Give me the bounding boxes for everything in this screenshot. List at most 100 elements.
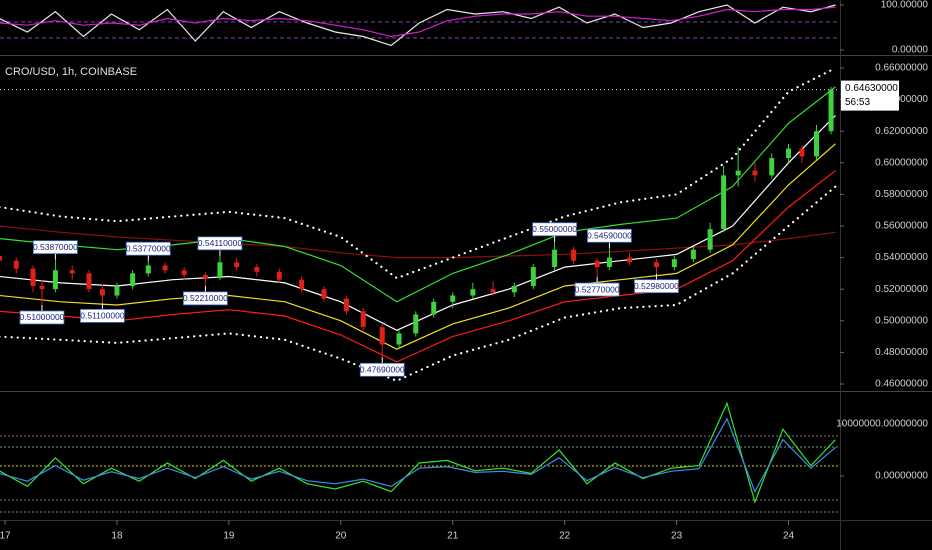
- annotation-box: [125, 241, 171, 256]
- candle-body: [735, 170, 741, 176]
- x-tick-label: 17: [0, 531, 11, 542]
- annotation-box: [587, 228, 632, 243]
- candle-body: [0, 256, 2, 261]
- candle-body: [470, 289, 476, 296]
- candle-body: [162, 265, 168, 271]
- annotation-label: 0.51000000: [20, 312, 65, 322]
- band-line: [0, 66, 837, 280]
- annotation-box: [80, 309, 125, 323]
- candle-body: [690, 249, 696, 260]
- chart-title: CRO/USD, 1h, COINBASE: [5, 66, 137, 78]
- series-line: [0, 4, 836, 47]
- annotation-label: 0.53870000: [33, 242, 78, 252]
- candle-body: [786, 148, 792, 159]
- band-line: [0, 170, 836, 363]
- y-tick-label: 0.50000000: [875, 315, 928, 326]
- candle-body: [769, 158, 775, 176]
- series-line: [0, 401, 836, 504]
- candle-body: [30, 268, 36, 287]
- candle-body: [450, 295, 456, 302]
- annotation-box: [19, 310, 65, 325]
- annotation-box: [574, 282, 620, 297]
- candle-body: [571, 249, 577, 261]
- annotation-label: 0.55000000: [532, 224, 577, 234]
- annotation-box: [532, 222, 577, 237]
- candle-body: [343, 298, 349, 312]
- candle-body: [606, 257, 612, 268]
- annotation-label: 0.52210000: [183, 293, 228, 303]
- candle-body: [234, 262, 240, 268]
- candle-body: [145, 265, 151, 274]
- last-price-label: 0.64630000: [845, 83, 898, 94]
- candle-body: [653, 262, 659, 268]
- band-line: [0, 185, 837, 382]
- candle-body: [276, 271, 282, 280]
- annotation-box: [197, 236, 243, 251]
- candle-body: [379, 327, 385, 345]
- x-tick-label: 23: [671, 531, 683, 542]
- y-tick-label: 0.52000000: [875, 284, 928, 295]
- band-line: [0, 86, 836, 303]
- countdown: 56:53: [845, 97, 870, 108]
- annotation-label: 0.47690000: [360, 365, 405, 375]
- x-tick-label: 22: [559, 531, 571, 542]
- y-tick-label: 0.62000000: [875, 126, 928, 137]
- y-tick-label: 0.60000000: [875, 157, 928, 168]
- candle-body: [396, 333, 402, 345]
- candle-body: [217, 262, 223, 279]
- x-tick-label: 24: [783, 531, 795, 542]
- annotation-box: [359, 362, 405, 377]
- candle-body: [627, 257, 633, 263]
- y-tick-label: 0.66000000: [875, 63, 928, 74]
- candle-body: [431, 301, 437, 315]
- x-tick-label: 19: [223, 531, 235, 542]
- y-tick-label: 0.00000: [892, 45, 929, 56]
- candle-body: [254, 267, 260, 272]
- candle-body: [799, 148, 805, 157]
- x-tick-label: 18: [111, 531, 123, 542]
- candle-body: [114, 286, 120, 296]
- band-line: [0, 143, 836, 350]
- candle-body: [530, 267, 536, 287]
- series-line: [0, 6, 836, 38]
- y-tick-label: 100.00000: [881, 0, 929, 11]
- annotation-label: 0.52980000: [634, 281, 679, 291]
- candle-body: [707, 229, 713, 250]
- annotation-label: 0.52770000: [575, 284, 620, 294]
- candle-body: [511, 286, 517, 293]
- candle-body: [321, 289, 327, 299]
- y-tick-label: 0.46000000: [875, 379, 928, 390]
- candle-body: [39, 286, 45, 290]
- candle-body: [594, 260, 600, 268]
- candle-body: [86, 273, 92, 290]
- y-tick-label: 0.00000000: [875, 471, 928, 482]
- candle-body: [181, 270, 187, 275]
- annotation-box: [33, 240, 78, 255]
- candle-body: [130, 273, 136, 287]
- annotation-label: 0.51100000: [80, 311, 125, 321]
- annotation-label: 0.54590000: [587, 231, 632, 241]
- annotation-box: [182, 291, 228, 306]
- annotation-box: [634, 279, 679, 294]
- y-tick-label: 0.56000000: [875, 221, 928, 232]
- candle-body: [202, 274, 208, 279]
- x-tick-label: 21: [447, 531, 459, 542]
- x-tick-label: 20: [335, 531, 347, 542]
- y-tick-label: 0.48000000: [875, 347, 928, 358]
- y-tick-label: 0.64000000: [875, 94, 928, 105]
- candle-body: [413, 314, 419, 334]
- candle-body: [552, 249, 558, 268]
- candle-body: [299, 279, 305, 290]
- band-line: [0, 114, 836, 331]
- candle-body: [13, 260, 19, 269]
- candle-body: [99, 289, 105, 296]
- candle-body: [671, 259, 677, 268]
- candle-body: [52, 270, 58, 290]
- candle-body: [828, 89, 834, 132]
- series-line: [0, 417, 836, 494]
- candle-body: [360, 311, 366, 328]
- last-price-box: [841, 80, 899, 111]
- y-tick-label: 0.54000000: [875, 252, 928, 263]
- y-tick-label: 10000000.00000000: [836, 419, 928, 430]
